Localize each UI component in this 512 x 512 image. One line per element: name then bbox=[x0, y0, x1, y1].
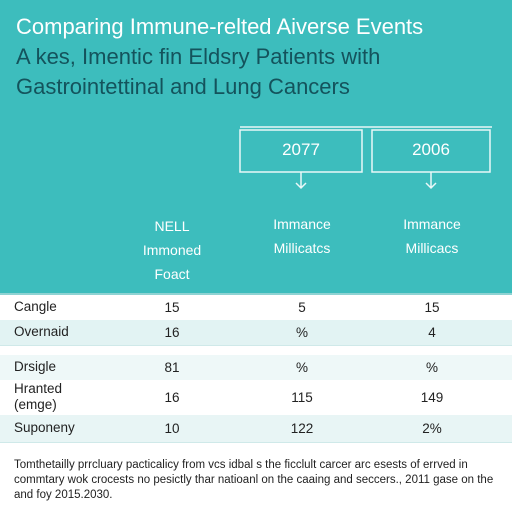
row-background bbox=[0, 355, 512, 381]
cell: 81 bbox=[164, 359, 180, 375]
title-line: Comparing Immune-relted Aiverse Events bbox=[16, 14, 424, 39]
year: 2077 bbox=[282, 140, 320, 159]
row-label: Drsigle bbox=[14, 358, 57, 374]
cell: % bbox=[295, 324, 308, 340]
row-background bbox=[0, 295, 512, 321]
row-label: Suponeny bbox=[14, 419, 75, 435]
cell: % bbox=[295, 359, 308, 375]
cell: % bbox=[425, 359, 438, 375]
row-label: (emge) bbox=[14, 396, 57, 412]
column-header: Millicatcs bbox=[273, 240, 331, 256]
row-background bbox=[0, 320, 512, 346]
row-label: Hranted bbox=[14, 380, 63, 396]
title: Comparing Immune-relted Aiverse Events A … bbox=[16, 12, 423, 102]
row-label: Cangle bbox=[14, 298, 57, 314]
title-line: A kes, Imentic fin Eldsry Patients with bbox=[16, 44, 381, 69]
cell: 4 bbox=[428, 324, 436, 340]
column-header: Immance bbox=[403, 216, 461, 232]
cell: 2% bbox=[422, 420, 442, 436]
header-band bbox=[0, 0, 512, 293]
cell: 16 bbox=[164, 324, 180, 340]
cell: 122 bbox=[290, 420, 314, 436]
column-header: Immance bbox=[273, 216, 331, 232]
cell: 16 bbox=[164, 389, 180, 405]
column-header: NELL bbox=[154, 218, 190, 234]
column-header: Foact bbox=[154, 266, 190, 282]
year-boxes bbox=[239, 126, 492, 190]
cell: 15 bbox=[424, 299, 440, 315]
footer-text: Tomthetailly prrcluary pacticalicy from … bbox=[14, 459, 494, 501]
cell: 115 bbox=[291, 389, 313, 405]
title-line: Gastrointettinal and Lung Cancers bbox=[16, 74, 350, 99]
cell: 5 bbox=[298, 299, 306, 315]
year: 2006 bbox=[412, 140, 450, 159]
cell: 10 bbox=[164, 420, 180, 436]
cell: 149 bbox=[420, 389, 444, 405]
row-background bbox=[0, 415, 512, 443]
row-label: Overnaid bbox=[14, 323, 69, 339]
divider bbox=[0, 293, 512, 295]
column-header: Immoned bbox=[142, 242, 202, 258]
column-header: Millicacs bbox=[405, 240, 459, 256]
cell: 15 bbox=[164, 299, 180, 315]
